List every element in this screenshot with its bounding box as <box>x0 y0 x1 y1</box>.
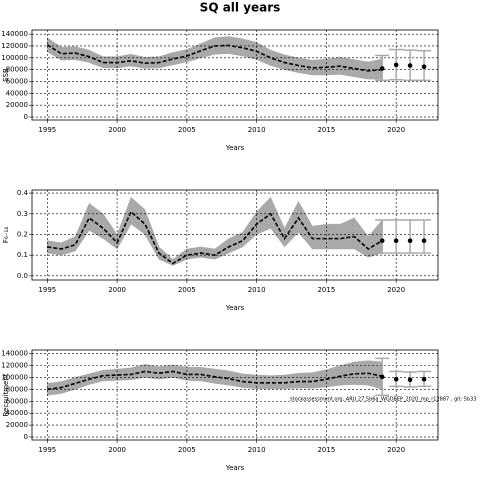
confidence-band <box>172 49 188 66</box>
y-tick-label: 80000 <box>6 385 28 393</box>
y-tick-label: 0.4 <box>17 189 29 197</box>
confidence-band <box>144 364 160 380</box>
projection-point <box>379 66 385 71</box>
confidence-band <box>228 232 243 254</box>
confidence-band <box>340 56 355 78</box>
confidence-band <box>256 196 271 235</box>
confidence-band <box>75 203 90 252</box>
x-tick-label: 2005 <box>178 446 196 454</box>
y-axis-label: F₆₋₁₄ <box>2 227 10 243</box>
x-tick-label: 2015 <box>317 126 335 134</box>
projection-point <box>421 238 427 243</box>
x-axis-label: Years <box>225 304 245 312</box>
confidence-band <box>130 196 146 235</box>
projection-point <box>393 376 399 382</box>
x-tick-label: 1995 <box>38 286 56 294</box>
projection-point <box>407 238 413 243</box>
x-tick-label: 2000 <box>108 126 126 134</box>
annotation: stockassessment.org, ARU.27.5b6a_WGDEEP_… <box>290 397 477 403</box>
projection-point <box>393 62 399 68</box>
confidence-band <box>354 217 369 258</box>
x-tick-label: 2020 <box>387 126 405 134</box>
axes-frame <box>31 29 439 121</box>
x-tick-label: 2000 <box>108 286 126 294</box>
projection-point <box>379 374 385 380</box>
x-tick-label: 2020 <box>387 286 405 294</box>
median-line <box>47 370 383 391</box>
y-tick-label: 0 <box>24 433 28 441</box>
x-tick-label: 1995 <box>38 446 56 454</box>
confidence-band <box>75 373 90 390</box>
y-tick-label: 60000 <box>6 78 28 86</box>
figure-title: SQ all years <box>200 1 281 15</box>
x-tick-label: 2005 <box>178 126 196 134</box>
median-line <box>46 44 383 72</box>
confidence-band <box>298 200 313 250</box>
confidence-band <box>116 197 132 250</box>
projection-point <box>393 238 399 243</box>
confidence-band <box>88 202 104 240</box>
y-tick-label: 0.1 <box>17 251 28 259</box>
y-tick-label: 0.0 <box>17 272 28 280</box>
confidence-band <box>298 372 313 389</box>
confidence-band <box>367 219 383 258</box>
x-tick-label: 2020 <box>387 446 405 454</box>
confidence-band <box>200 37 216 59</box>
y-axis-label: Recruitment <box>2 373 10 416</box>
confidence-band <box>242 210 257 248</box>
projection-point <box>407 377 413 383</box>
y-axis-label: SSB <box>2 68 10 82</box>
median-line <box>47 210 383 265</box>
confidence-band <box>88 49 104 69</box>
confidence-band <box>298 57 313 76</box>
y-tick-label: 40000 <box>6 89 28 97</box>
axes-frame <box>31 189 439 281</box>
x-tick-label: 1995 <box>38 126 56 134</box>
y-tick-label: 120000 <box>1 361 28 369</box>
axes-frame <box>31 349 439 441</box>
y-tick-label: 60000 <box>6 397 28 405</box>
confidence-band <box>270 374 285 389</box>
y-tick-label: 100000 <box>1 54 28 62</box>
y-tick-label: 0 <box>24 113 28 121</box>
projection-point <box>407 63 413 68</box>
confidence-band <box>256 374 271 389</box>
y-tick-label: 40000 <box>6 409 28 417</box>
confidence-band <box>284 201 299 248</box>
y-tick-label: 120000 <box>1 42 28 50</box>
x-tick-label: 2000 <box>108 446 126 454</box>
x-axis-label: Years <box>225 144 245 152</box>
y-tick-label: 20000 <box>6 101 28 109</box>
y-tick-label: 0.2 <box>17 230 28 238</box>
confidence-band <box>242 38 257 60</box>
confidence-band <box>340 217 355 250</box>
x-tick-label: 2010 <box>248 446 266 454</box>
x-tick-label: 2005 <box>178 286 196 294</box>
x-tick-label: 2015 <box>317 446 335 454</box>
confidence-band <box>214 238 229 260</box>
confidence-band <box>158 246 174 266</box>
projection-point <box>379 238 385 243</box>
confidence-band <box>270 197 285 248</box>
confidence-band <box>270 49 285 71</box>
y-tick-label: 140000 <box>1 30 28 38</box>
y-tick-label: 20000 <box>6 421 28 429</box>
confidence-band <box>312 369 327 389</box>
confidence-band <box>326 223 341 250</box>
projection-point <box>421 376 427 382</box>
x-tick-label: 2010 <box>248 286 266 294</box>
y-tick-label: 80000 <box>6 66 28 74</box>
x-tick-label: 2015 <box>317 286 335 294</box>
y-tick-label: 140000 <box>1 350 28 358</box>
confidence-band <box>312 223 327 250</box>
y-tick-label: 100000 <box>1 373 28 381</box>
confidence-band <box>186 246 202 260</box>
projection-point <box>421 64 427 70</box>
x-axis-label: Years <box>225 464 245 472</box>
y-tick-label: 0.3 <box>17 210 28 218</box>
x-tick-label: 2010 <box>248 126 266 134</box>
